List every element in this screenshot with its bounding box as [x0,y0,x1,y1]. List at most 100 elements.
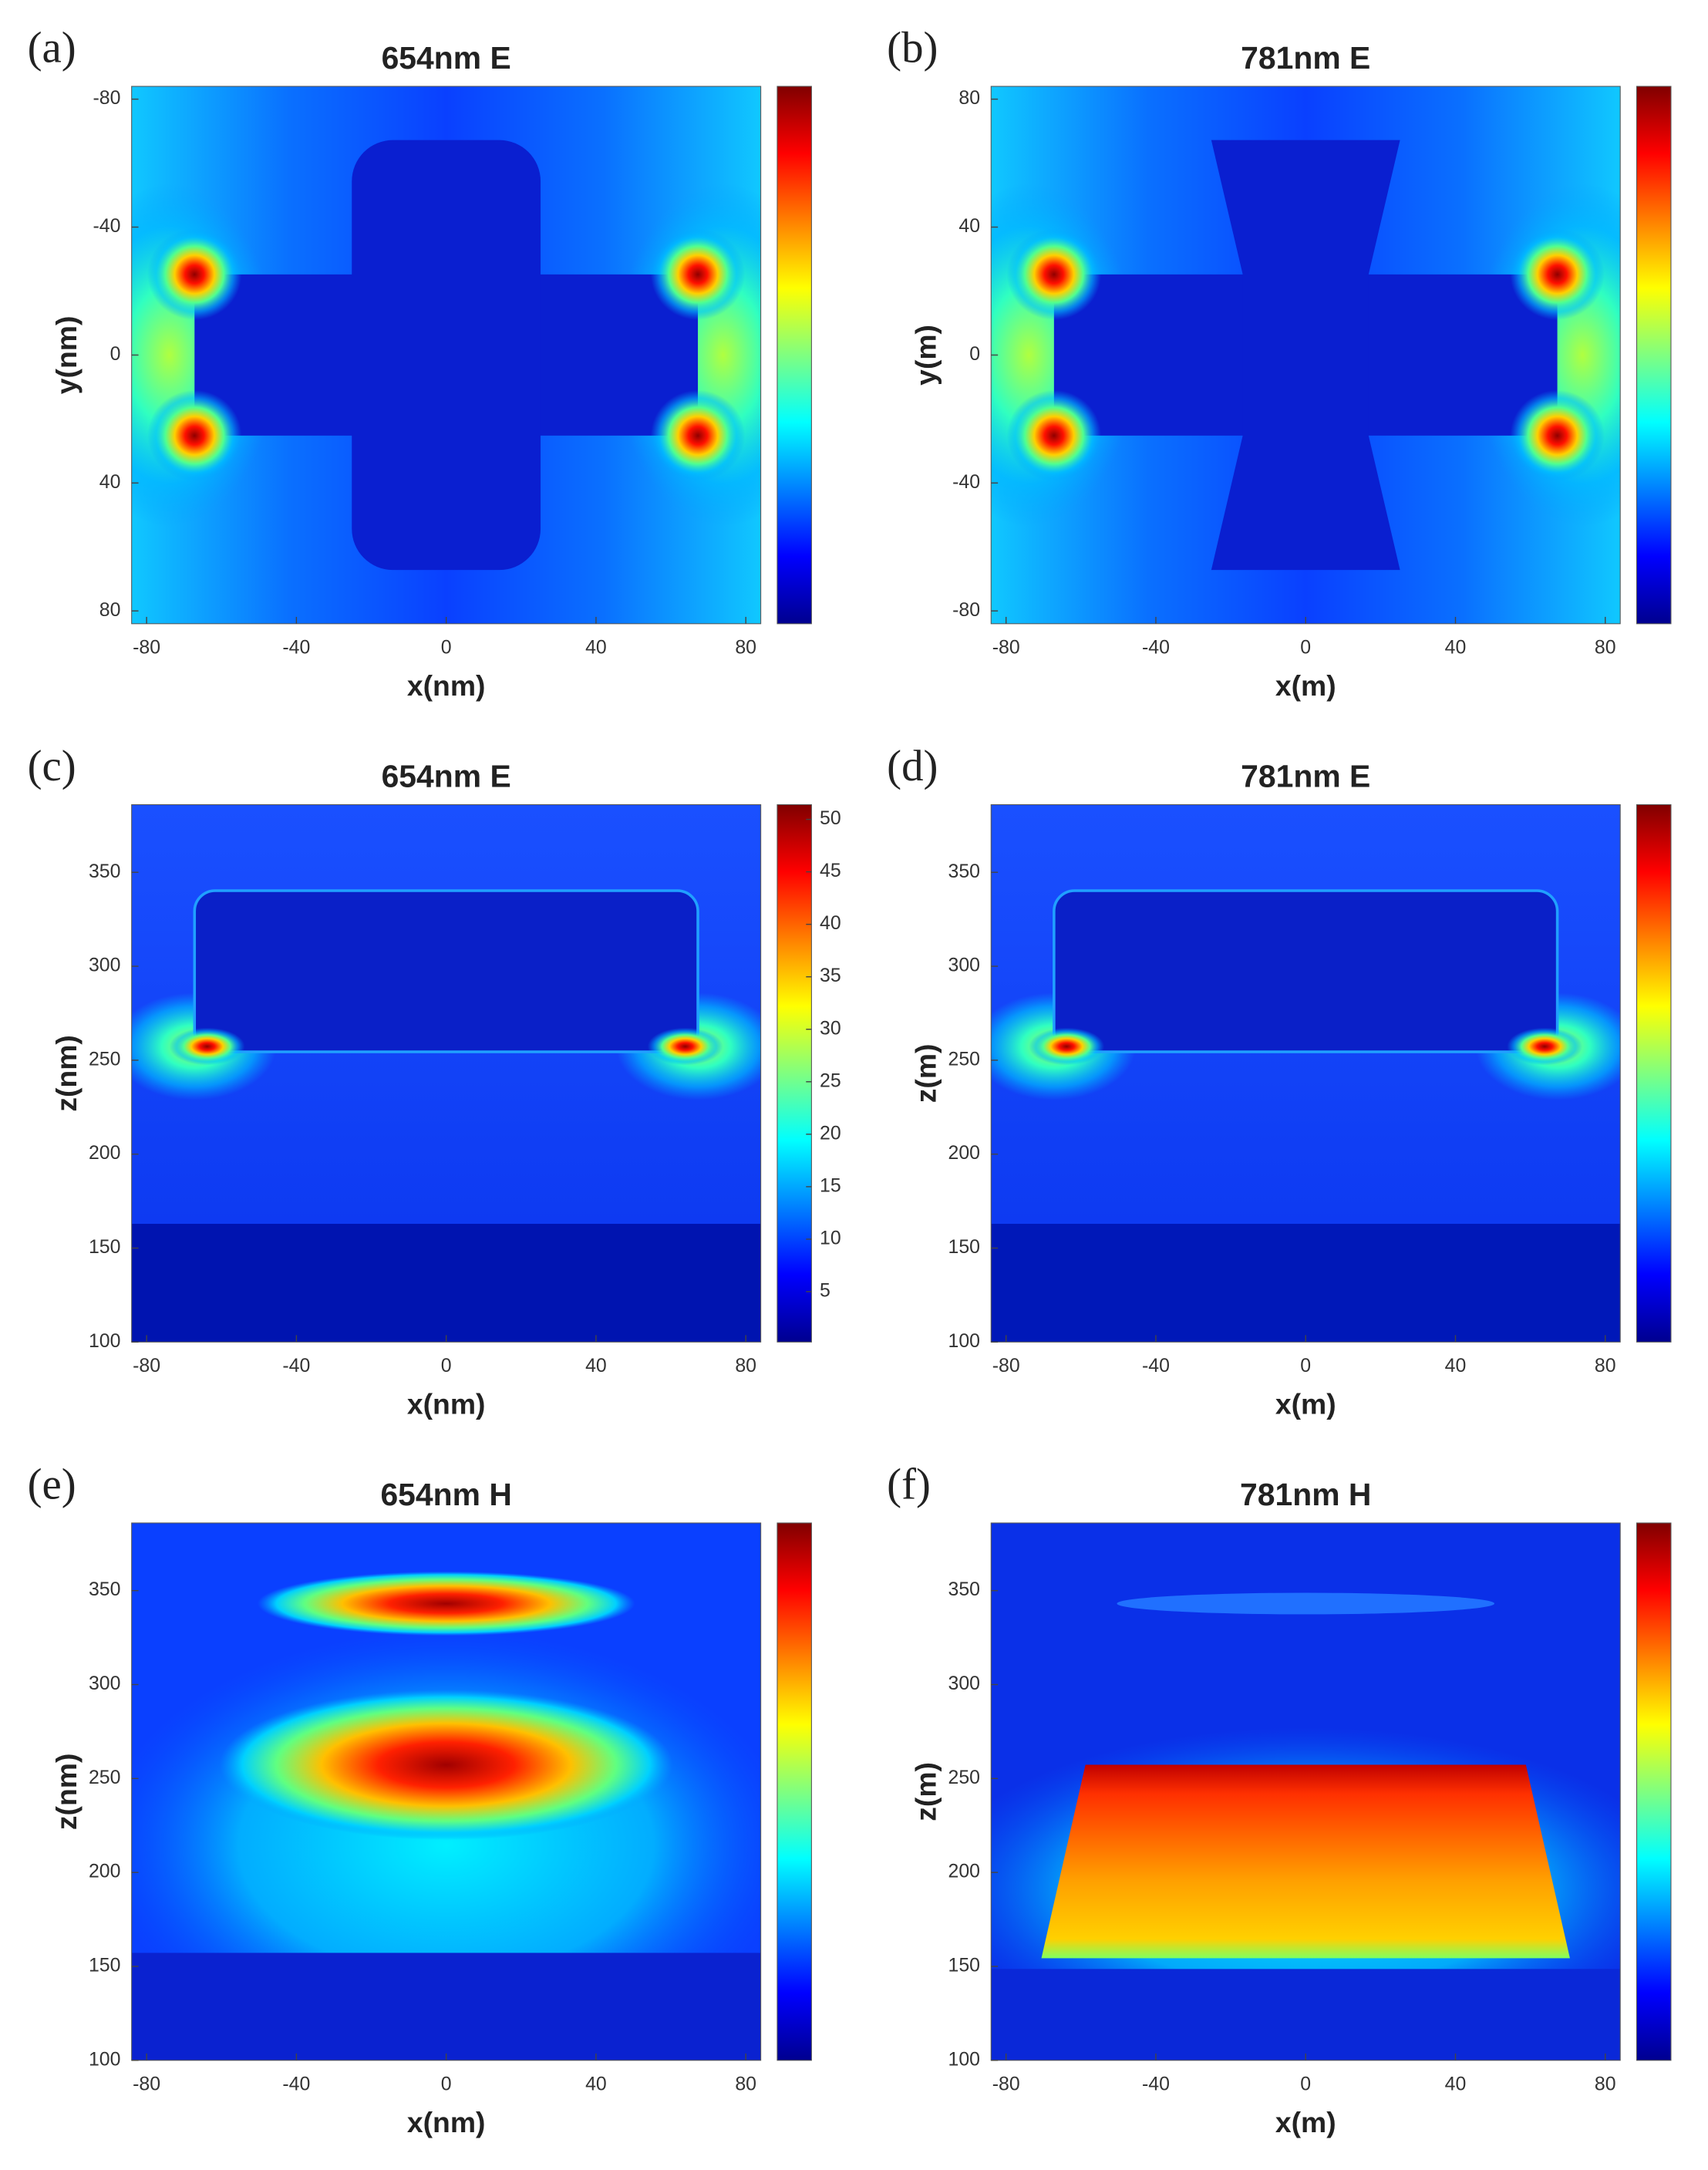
x-tick-label: 80 [735,2073,756,2094]
x-tick-label: 40 [1445,2073,1467,2094]
field-blob [147,389,242,482]
y-tick-label: 100 [89,2048,121,2070]
field-region [1211,140,1400,571]
colorbar-tick-label: 25 [820,1070,841,1091]
x-tick-label: 0 [441,1355,452,1376]
x-tick-label: 40 [1445,636,1467,658]
colorbar-tick-label: 40 [820,912,841,934]
x-tick-label: 80 [1595,2073,1616,2094]
panel-label: (e) [28,1461,76,1509]
panel-label: (c) [28,742,76,790]
heatmap [131,86,761,624]
x-tick-label: 0 [1300,2073,1311,2094]
heatmap [991,804,1621,1343]
field-blob [1117,1592,1495,1615]
x-tick-label: 40 [1445,1355,1467,1376]
field-blob [1510,228,1605,321]
y-tick-label: 80 [99,599,121,621]
y-tick-label: 150 [89,1955,121,1976]
field-region [1041,1764,1570,1959]
x-tick-label: -80 [992,1355,1020,1376]
y-tick-label: 200 [948,1142,981,1164]
y-tick-label: 150 [948,1236,981,1258]
x-tick-label: -80 [133,1355,160,1376]
y-tick-label: -80 [952,599,980,621]
x-axis-label: x(m) [1275,2106,1336,2138]
colorbar-tick-label: 50 [820,807,841,829]
field-blob [650,228,746,321]
heatmap [991,86,1621,624]
y-tick-label: 250 [948,1767,981,1788]
y-tick-label: 350 [948,1579,981,1600]
field-blob [1006,389,1102,482]
y-tick-label: 300 [948,955,981,976]
field-region [991,1969,1621,2060]
colorbar-tick-label: 15 [820,1174,841,1196]
y-axis-label: y(m) [909,325,942,386]
colorbar [1636,804,1672,1343]
panel-label: (d) [887,742,938,790]
panel-label: (a) [28,24,76,72]
x-tick-label: -80 [133,636,160,658]
field-blob [147,228,242,321]
x-tick-label: 40 [585,2073,607,2094]
field-blob [257,1571,635,1636]
panel: (d) 781nm E x(m) z(m) -80 -40 0 40 80 100 150 200 25… [887,742,1672,1420]
y-tick-label: 250 [89,1048,121,1070]
x-tick-label: 40 [585,636,607,658]
panel: (f) 781nm H x(m) z(m) -80 -40 0 40 80 100 150 200 25… [887,1461,1672,2138]
field-blob [650,389,746,482]
x-tick-label: 80 [1595,636,1616,658]
x-tick-label: -40 [282,1355,310,1376]
y-tick-label: 350 [89,861,121,882]
x-tick-label: 80 [735,1355,756,1376]
y-axis-label: z(m) [909,1762,942,1821]
colorbar-tick-label: 10 [820,1228,841,1249]
y-tick-label: 0 [110,343,121,365]
colorbar [777,804,812,1343]
x-axis-label: x(nm) [407,1388,486,1420]
y-tick-label: 150 [948,1955,981,1976]
x-tick-label: 80 [735,636,756,658]
x-tick-label: 0 [441,2073,452,2094]
y-tick-label: 100 [948,2048,981,2070]
field-blob [169,1027,245,1066]
y-tick-label: 100 [89,1330,121,1352]
colorbar [1636,1522,1672,2061]
field-blob [219,1689,673,1841]
y-tick-label: 40 [958,215,980,237]
heatmap [131,1522,761,2060]
chart-title: 654nm H [380,1477,511,1512]
x-tick-label: 0 [441,636,452,658]
y-tick-label: 100 [948,1330,981,1352]
y-tick-label: -40 [93,215,121,237]
x-axis-label: x(m) [1275,1388,1336,1420]
colorbar [1636,86,1672,625]
y-tick-label: 40 [99,471,121,493]
chart-title: 781nm H [1240,1477,1371,1512]
panel: (a) 654nm E x(nm) y(nm) -80 -40 0 40 80 -80 -40 0 40… [28,24,812,702]
x-tick-label: 0 [1300,1355,1311,1376]
heatmap [991,1522,1621,2060]
x-tick-label: -80 [992,2073,1020,2094]
colorbar-tick-label: 35 [820,965,841,986]
field-blob [1029,1027,1105,1066]
panel-label: (b) [887,24,938,72]
field-blob [647,1027,723,1066]
x-tick-label: -40 [1142,2073,1170,2094]
field-region [131,1953,761,2060]
colorbar-tick-label: 20 [820,1122,841,1144]
panel: (c) 654nm E x(nm) z(nm) -80 -40 0 40 80 100 150 200… [28,742,841,1420]
chart-title: 654nm E [382,40,511,76]
x-axis-label: x(nm) [407,2106,486,2138]
panel-label: (f) [887,1461,931,1509]
x-tick-label: 0 [1300,636,1311,658]
chart-title: 654nm E [382,758,511,794]
field-blob [1507,1027,1583,1066]
field-region [991,1224,1621,1343]
y-tick-label: 150 [89,1236,121,1258]
panel: (b) 781nm E x(m) y(m) -80 -40 0 40 80 -80 -40 0 40 80 [887,24,1672,702]
chart-title: 781nm E [1241,758,1370,794]
field-region [352,140,541,571]
